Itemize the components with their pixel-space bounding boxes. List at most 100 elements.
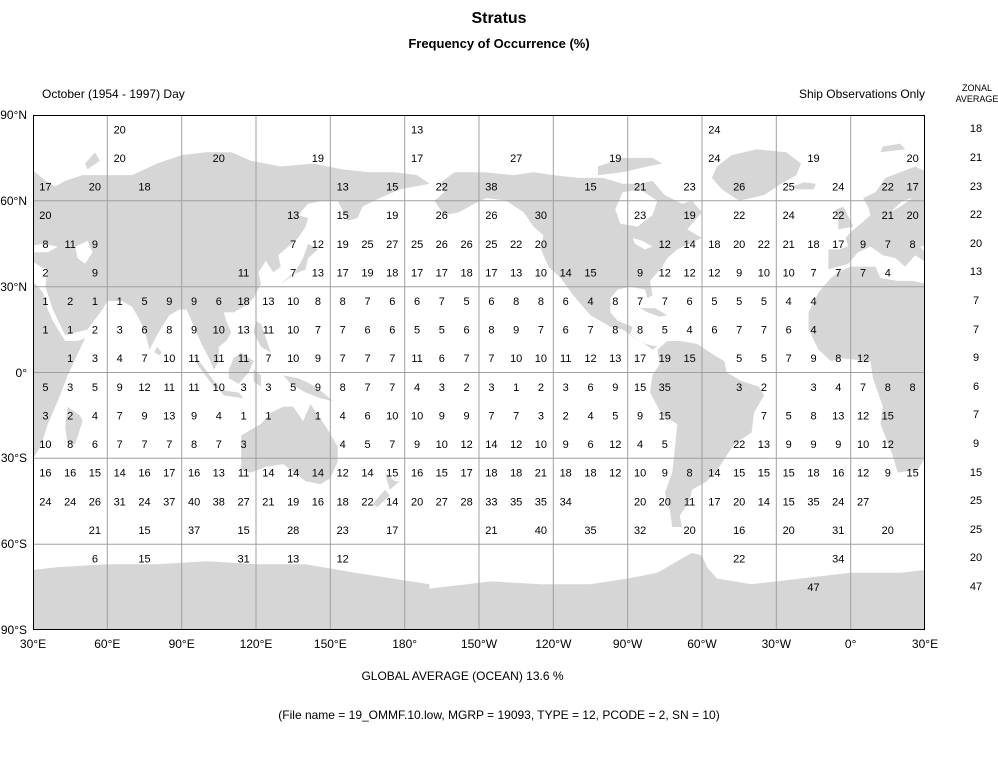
grid-value: 15 (237, 525, 249, 537)
grid-value: 5 (612, 410, 618, 422)
grid-value: 11 (213, 353, 224, 365)
grid-value: 15 (584, 267, 596, 279)
grid-value: 5 (364, 439, 370, 451)
grid-value: 3 (488, 382, 494, 394)
grid-value: 9 (464, 410, 470, 422)
grid-value: 12 (857, 468, 869, 480)
grid-value: 7 (587, 325, 593, 337)
zonal-average-value: 15 (969, 466, 983, 479)
grid-value: 20 (906, 153, 918, 165)
grid-value: 15 (584, 182, 596, 194)
grid-value: 1 (117, 296, 123, 308)
grid-value: 16 (64, 468, 76, 480)
grid-value: 3 (42, 410, 48, 422)
grid-value: 22 (733, 210, 745, 222)
grid-value: 2 (761, 382, 767, 394)
grid-value: 7 (439, 296, 445, 308)
grid-value: 32 (634, 525, 646, 537)
grid-value: 6 (439, 353, 445, 365)
grid-value: 5 (662, 325, 668, 337)
zonal-average-header: ZONAL AVERAGE (952, 83, 998, 105)
grid-value: 14 (485, 439, 497, 451)
grid-value: 23 (634, 210, 646, 222)
grid-value: 26 (733, 182, 745, 194)
grid-value: 7 (166, 439, 172, 451)
grid-value: 15 (733, 468, 745, 480)
grid-value: 5 (141, 296, 147, 308)
grid-value: 12 (683, 267, 695, 279)
grid-value: 20 (733, 496, 745, 508)
grid-value: 8 (191, 439, 197, 451)
grid-value: 12 (609, 468, 621, 480)
grid-value: 31 (832, 525, 844, 537)
grid-value: 23 (337, 525, 349, 537)
grid-value: 13 (237, 325, 249, 337)
grid-value: 8 (538, 296, 544, 308)
grid-value: 7 (216, 439, 222, 451)
grid-value: 4 (587, 296, 593, 308)
grid-value: 47 (807, 582, 819, 594)
grid-value: 15 (683, 353, 695, 365)
grid-value: 5 (736, 296, 742, 308)
grid-value: 9 (736, 267, 742, 279)
grid-value: 27 (237, 496, 249, 508)
grid-value: 2 (67, 296, 73, 308)
grid-value: 1 (67, 353, 73, 365)
grid-value: 6 (563, 325, 569, 337)
grid-value: 26 (460, 239, 472, 251)
grid-value: 15 (758, 468, 770, 480)
grid-value: 14 (287, 468, 299, 480)
grid-value: 14 (386, 496, 398, 508)
grid-value: 19 (386, 210, 398, 222)
grid-value: 10 (411, 410, 423, 422)
lon-label: 150°E (313, 637, 347, 651)
grid-value: 25 (783, 182, 795, 194)
grid-value: 15 (386, 182, 398, 194)
grid-value: 4 (340, 410, 346, 422)
grid-value: 10 (535, 353, 547, 365)
grid-value: 20 (89, 182, 101, 194)
grid-value: 6 (389, 325, 395, 337)
grid-value: 11 (238, 468, 249, 480)
grid-value: 6 (389, 296, 395, 308)
grid-value: 26 (436, 239, 448, 251)
grid-value: 15 (634, 382, 646, 394)
grid-value: 24 (832, 496, 844, 508)
grid-value: 26 (485, 210, 497, 222)
grid-value: 7 (389, 353, 395, 365)
grid-value: 22 (758, 239, 770, 251)
grid-value: 15 (138, 554, 150, 566)
grid-value: 3 (241, 382, 247, 394)
grid-value: 6 (364, 410, 370, 422)
grid-value: 2 (67, 410, 73, 422)
grid-value: 10 (386, 410, 398, 422)
grid-value: 8 (687, 468, 693, 480)
grid-value: 18 (807, 468, 819, 480)
grid-value: 6 (464, 325, 470, 337)
zonal-average-value: 47 (969, 581, 983, 594)
grid-value: 35 (807, 496, 819, 508)
grid-value: 4 (414, 382, 420, 394)
grid-value: 9 (92, 267, 98, 279)
grid-value: 20 (114, 124, 126, 136)
grid-value: 7 (117, 439, 123, 451)
grid-value: 8 (810, 410, 816, 422)
zonal-average-value: 7 (972, 409, 980, 422)
grid-value: 1 (513, 382, 519, 394)
grid-value: 11 (684, 496, 695, 508)
grid-value: 25 (361, 239, 373, 251)
grid-value: 13 (262, 296, 274, 308)
grid-value: 7 (761, 410, 767, 422)
grid-value: 18 (460, 267, 472, 279)
grid-value: 19 (659, 353, 671, 365)
grid-value: 34 (560, 496, 572, 508)
grid-value: 12 (857, 410, 869, 422)
grid-value: 13 (758, 439, 770, 451)
grid-value: 8 (612, 325, 618, 337)
grid-value: 9 (117, 382, 123, 394)
grid-value: 14 (560, 267, 572, 279)
grid-value: 8 (315, 296, 321, 308)
grid-value: 31 (237, 554, 249, 566)
grid-value: 19 (683, 210, 695, 222)
grid-value: 10 (758, 267, 770, 279)
